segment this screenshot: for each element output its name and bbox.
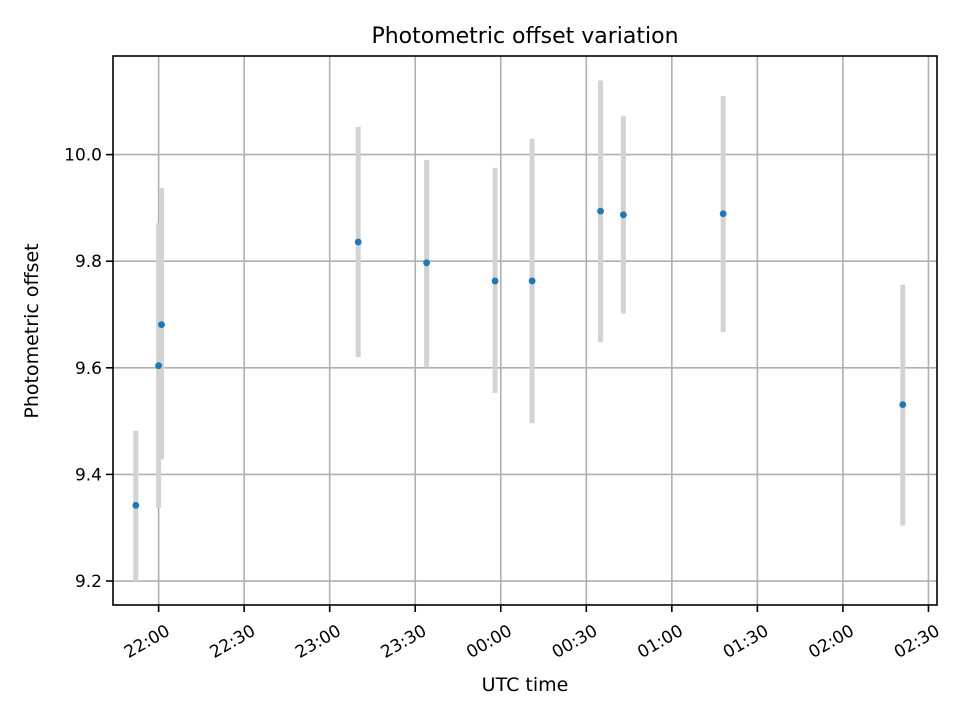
error-bars xyxy=(133,80,906,582)
data-point xyxy=(158,321,165,329)
x-axis-label: UTC time xyxy=(482,674,569,696)
chart-title: Photometric offset variation xyxy=(371,24,678,49)
x-tick-label: 00:30 xyxy=(549,621,601,663)
y-tick-label: 9.8 xyxy=(75,252,102,272)
data-point xyxy=(423,259,431,267)
x-tick-label: 00:00 xyxy=(463,621,515,663)
x-tick-label: 02:30 xyxy=(891,621,943,663)
y-tick-label: 9.6 xyxy=(75,359,102,379)
y-tick-label: 9.4 xyxy=(75,465,102,485)
x-tick-label: 01:30 xyxy=(720,621,772,663)
data-point xyxy=(597,207,604,215)
data-points xyxy=(132,207,907,509)
x-tick-label: 22:30 xyxy=(207,621,259,663)
data-point xyxy=(491,277,499,285)
x-tick-label: 01:00 xyxy=(634,621,686,663)
plot-frame xyxy=(112,55,938,606)
data-point xyxy=(132,501,140,509)
grid-lines xyxy=(113,56,937,605)
data-point xyxy=(528,277,536,285)
x-tick-label: 23:30 xyxy=(378,621,430,663)
y-tick-label: 10.0 xyxy=(64,146,102,166)
data-point xyxy=(619,211,627,219)
y-tick-label: 9.2 xyxy=(75,572,102,592)
x-tick-label: 02:00 xyxy=(805,621,857,663)
y-axis-label: Photometric offset xyxy=(21,243,43,418)
data-point xyxy=(899,401,907,408)
data-point xyxy=(354,238,362,246)
data-point xyxy=(719,210,727,218)
axis-ticks: 22:00 22:30 23:00 23:30 00:00 00:30 01:00 01:30… xyxy=(64,146,943,663)
data-point xyxy=(155,362,163,370)
x-tick-label: 22:00 xyxy=(121,621,173,663)
x-tick-label: 23:00 xyxy=(292,621,344,663)
